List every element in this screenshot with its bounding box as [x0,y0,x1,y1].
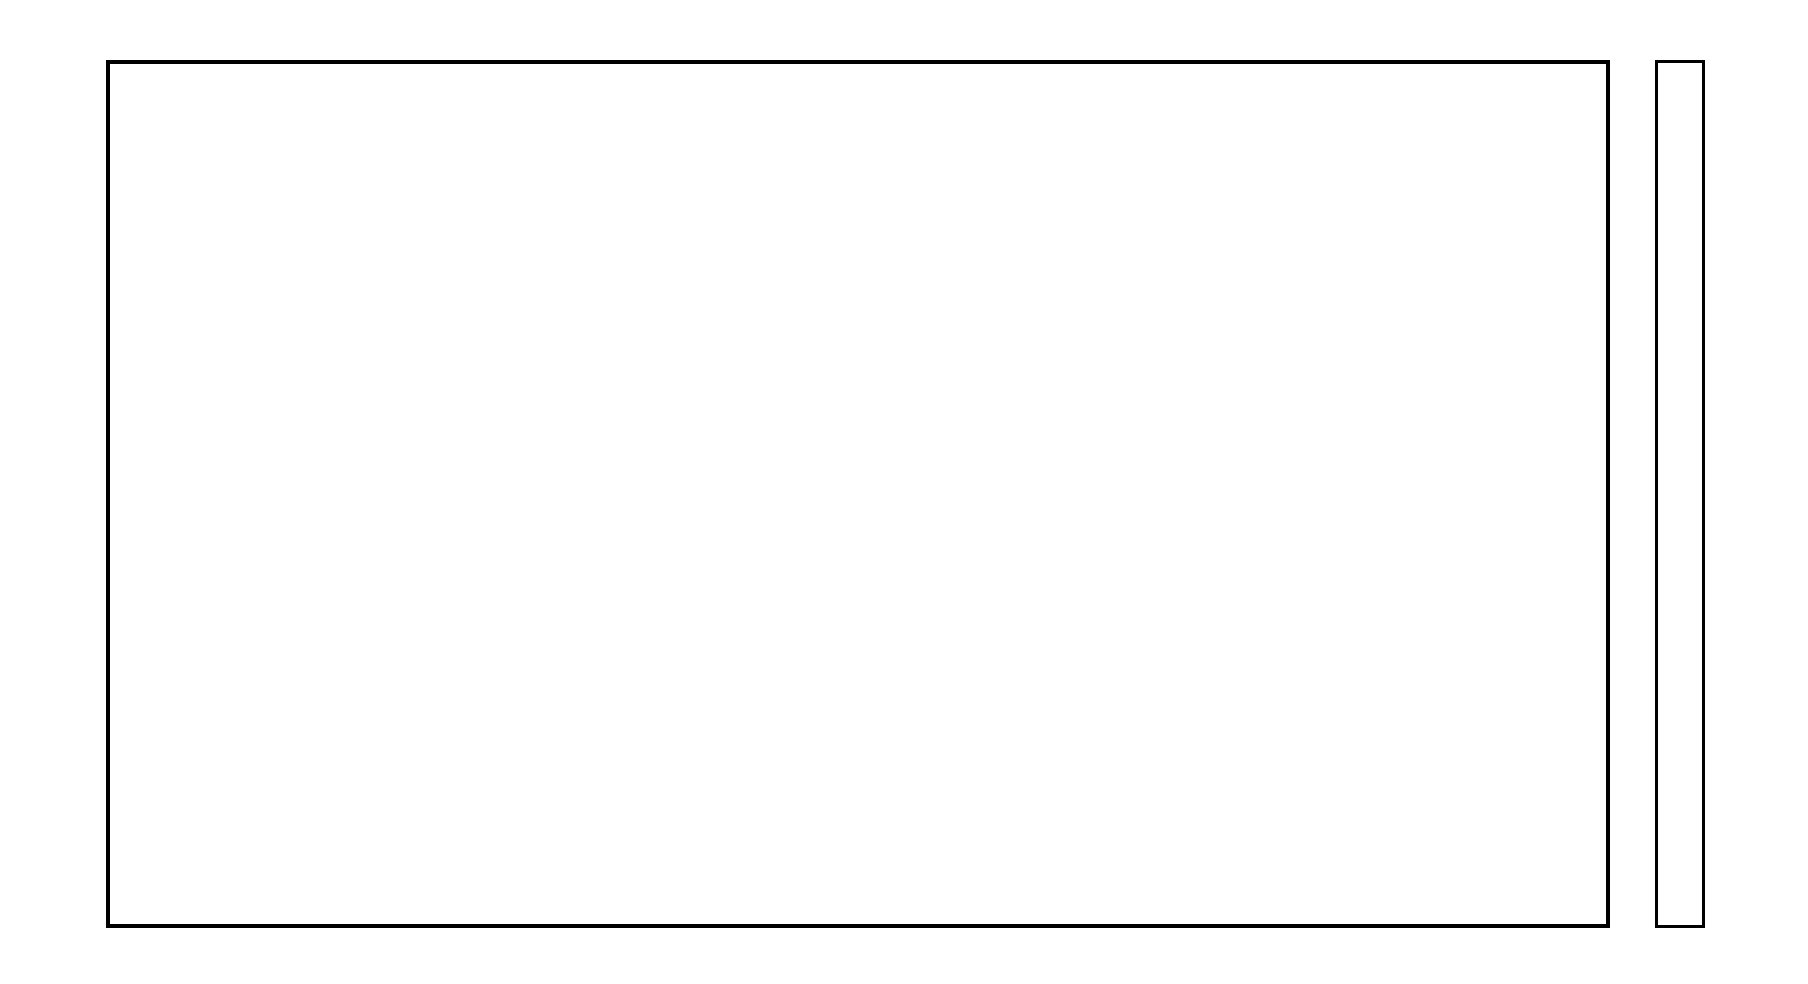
colorbar [1655,60,1705,928]
chart-title [106,0,1610,46]
map-plot-area [106,60,1610,928]
colorbar-frame [1655,60,1705,928]
land-overlay [106,60,1610,928]
saturation-heatmap-canvas [106,60,1610,928]
